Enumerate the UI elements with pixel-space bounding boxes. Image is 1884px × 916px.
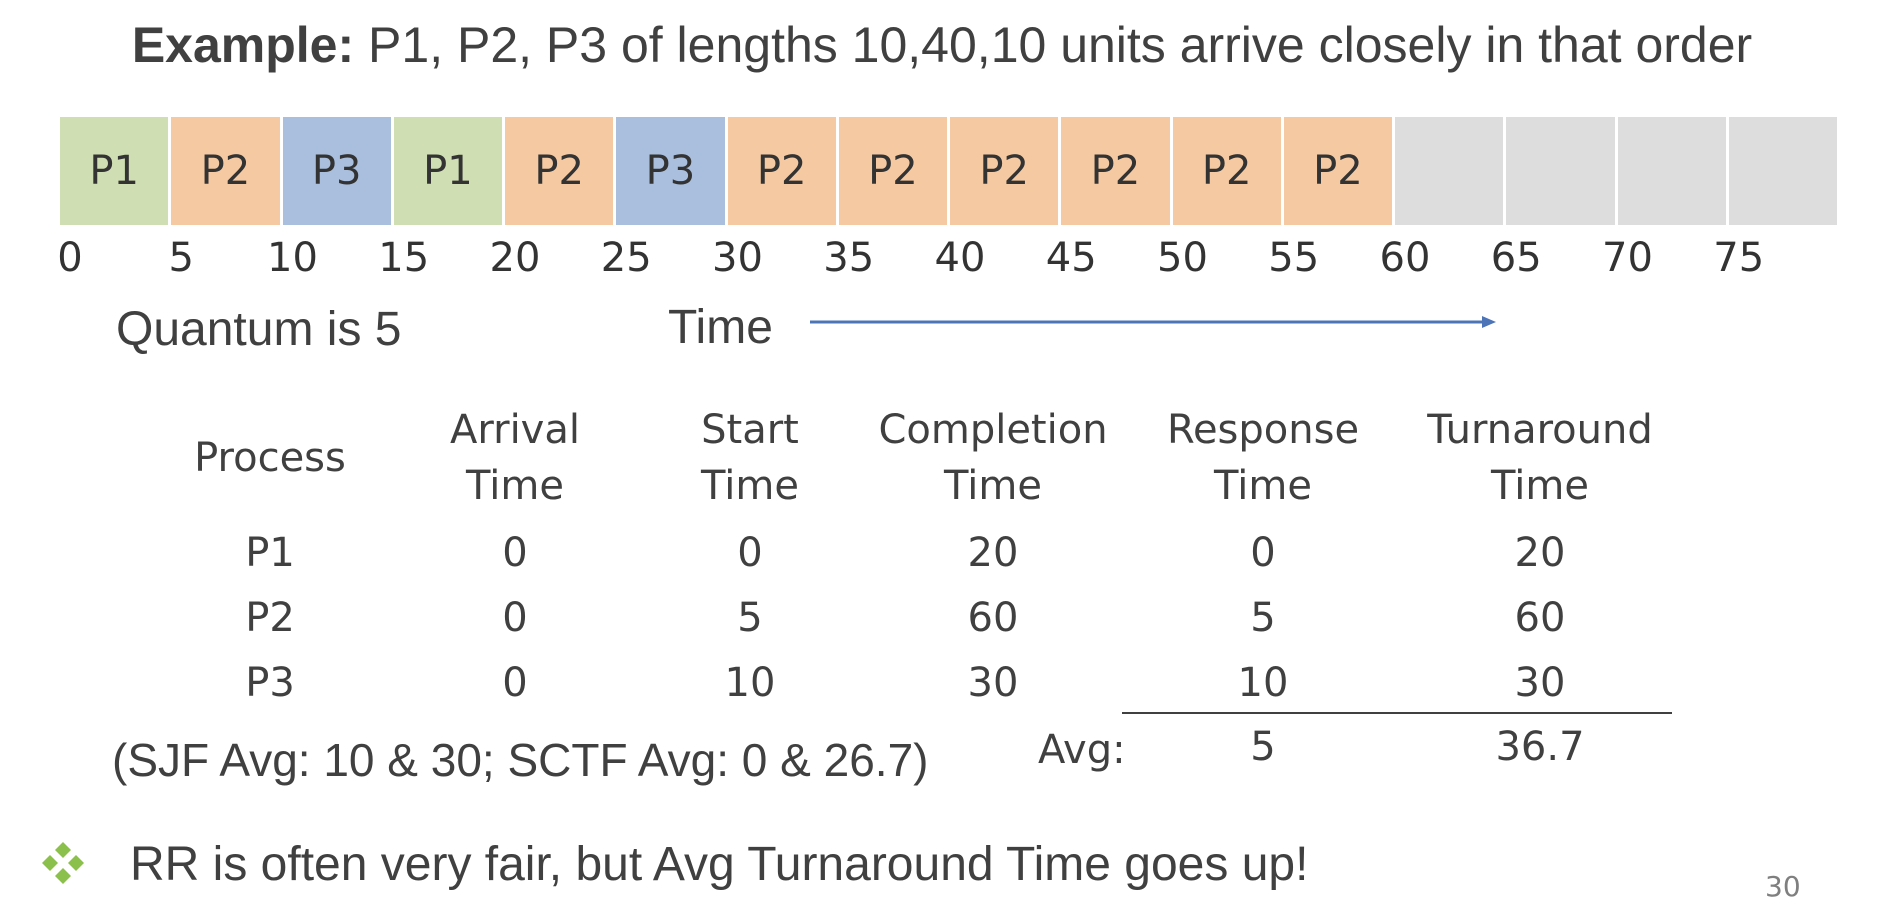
column-header-line: Time	[1214, 463, 1312, 509]
time-tick: 50	[1157, 235, 1208, 281]
column-header-line: Time	[466, 463, 564, 509]
time-tick: 60	[1379, 235, 1431, 281]
column-header-line: Process	[194, 435, 346, 481]
table-cell: 10	[1237, 660, 1289, 706]
table-cell: 0	[1250, 530, 1276, 576]
avg-response-value: 5	[1250, 724, 1276, 770]
gantt-cell-idle	[1728, 117, 1840, 225]
gantt-cell-p2: P2	[1172, 117, 1284, 225]
gantt-cell-p2: P2	[1061, 117, 1173, 225]
table-cell: 5	[737, 595, 763, 641]
column-header: Start Time	[701, 402, 799, 514]
gantt-cell-p2: P2	[838, 117, 950, 225]
time-tick: 30	[712, 235, 763, 281]
table-cell: 30	[967, 660, 1019, 706]
avg-label: Avg:	[1038, 727, 1126, 773]
column-header-line: Time	[944, 463, 1042, 509]
table-cell: 0	[502, 530, 528, 576]
gantt-cell-p3: P3	[282, 117, 394, 225]
time-label: Time	[668, 301, 773, 354]
time-tick: 25	[600, 235, 652, 281]
gantt-cell-p1: P1	[60, 117, 172, 225]
title-rest: P1, P2, P3 of lengths 10,40,10 units arr…	[354, 17, 1753, 73]
column-header-line: Time	[1491, 463, 1589, 509]
bullet-text: RR is often very fair, but Avg Turnaroun…	[130, 838, 1309, 891]
time-tick: 55	[1268, 235, 1320, 281]
table-cell: 20	[967, 530, 1019, 576]
diamond-bullet-icon	[42, 842, 84, 884]
gantt-chart: P1 P2 P3 P1 P2 P3 P2 P2 P2 P2 P2 P2	[60, 117, 1840, 225]
time-arrow-icon	[810, 316, 1496, 328]
time-tick: 70	[1602, 235, 1653, 281]
slide-title: Example: P1, P2, P3 of lengths 10,40,10 …	[0, 16, 1884, 74]
avg-turnaround-value: 36.7	[1495, 724, 1585, 770]
gantt-cell-idle	[1617, 117, 1729, 225]
column-header-line: Completion	[878, 407, 1108, 453]
time-tick: 10	[267, 235, 318, 281]
table-cell: P2	[245, 595, 295, 641]
time-tick: 40	[934, 235, 986, 281]
column-header-line: Response	[1166, 407, 1360, 453]
column-header: Response Time	[1167, 402, 1359, 514]
table-cell: 20	[1514, 530, 1566, 576]
time-tick: 65	[1490, 235, 1542, 281]
table-cell: P3	[245, 660, 295, 706]
sjf-note: (SJF Avg: 10 & 30; SCTF Avg: 0 & 26.7)	[112, 734, 929, 786]
table-cell: 60	[967, 595, 1019, 641]
column-header-line: Start	[701, 407, 799, 453]
time-tick: 35	[823, 235, 875, 281]
time-tick: 45	[1045, 235, 1097, 281]
gantt-cell-p2: P2	[950, 117, 1062, 225]
table-cell: 0	[502, 595, 528, 641]
time-tick: 15	[378, 235, 430, 281]
title-bold: Example:	[131, 17, 355, 73]
avg-divider	[1122, 712, 1672, 714]
time-tick: 5	[168, 235, 194, 281]
gantt-cell-p2: P2	[727, 117, 839, 225]
table-cell: 30	[1514, 660, 1566, 706]
column-header: Turnaround Time	[1427, 402, 1652, 514]
quantum-label: Quantum is 5	[116, 303, 402, 356]
table-cell: 5	[1250, 595, 1276, 641]
table-cell: 0	[737, 530, 763, 576]
column-header: Completion Time	[878, 402, 1107, 514]
gantt-cell-p2: P2	[1283, 117, 1395, 225]
time-tick: 20	[489, 235, 541, 281]
column-header: Process	[194, 430, 346, 486]
gantt-cell-idle	[1395, 117, 1507, 225]
table-cell: P1	[245, 530, 295, 576]
gantt-cell-p1: P1	[393, 117, 505, 225]
table-cell: 60	[1514, 595, 1566, 641]
table-cell: 10	[724, 660, 776, 706]
table-cell: 0	[502, 660, 528, 706]
column-header-line: Turnaround	[1427, 407, 1653, 453]
gantt-cell-p2: P2	[505, 117, 617, 225]
column-header-line: Time	[701, 463, 799, 509]
column-header-line: Arrival	[450, 407, 580, 453]
time-tick: 0	[57, 235, 83, 281]
column-header: Arrival Time	[450, 402, 580, 514]
gantt-cell-p2: P2	[171, 117, 283, 225]
time-tick: 75	[1713, 235, 1765, 281]
gantt-cell-p3: P3	[616, 117, 728, 225]
page-number: 30	[1765, 870, 1801, 903]
gantt-cell-idle	[1506, 117, 1618, 225]
